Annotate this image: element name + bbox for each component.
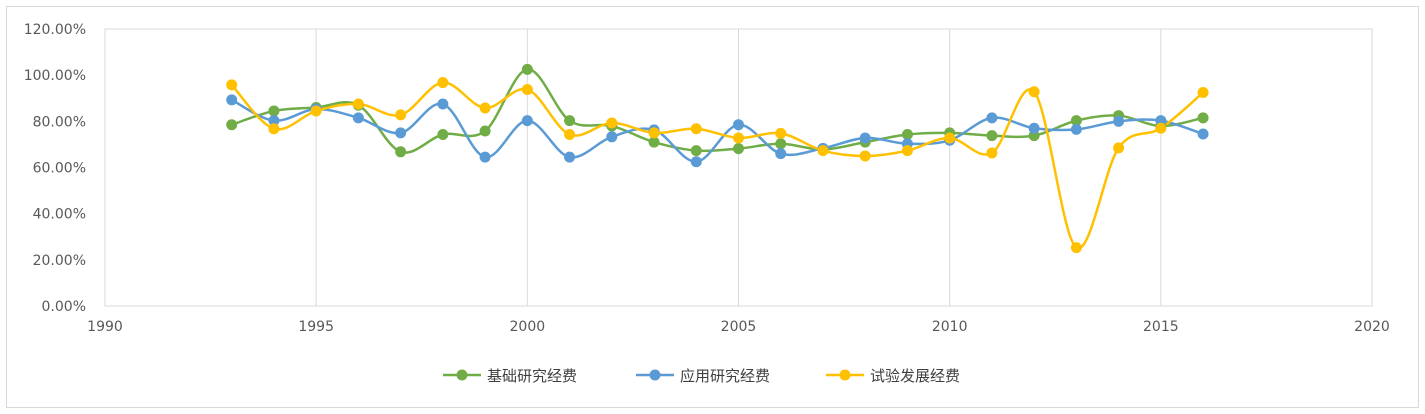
- x-tick-label: 2015: [1143, 319, 1179, 335]
- gridlines: [104, 29, 1373, 306]
- y-tick-label: 40.00%: [33, 207, 86, 223]
- data-point-2-2013: [1070, 242, 1082, 254]
- data-point-2-2015: [1155, 122, 1167, 134]
- legend-item-1: 应用研究经费: [636, 367, 770, 385]
- data-point-2-2004: [690, 123, 702, 135]
- data-point-2-2002: [606, 117, 618, 129]
- data-point-1-2015: [1155, 115, 1167, 127]
- x-tick-label: 1995: [298, 319, 334, 335]
- data-point-1-1997: [395, 127, 407, 139]
- data-point-0-2011: [986, 130, 998, 142]
- series-lines: [230, 68, 1205, 250]
- legend: 基础研究经费 应用研究经费 试验发展经费: [443, 367, 960, 385]
- legend-item-0: 基础研究经费: [443, 367, 577, 385]
- x-axis-ticks: 1990 1995 2000 2005 2010 2015 2020: [87, 319, 1390, 335]
- legend-label: 试验发展经费: [870, 367, 960, 385]
- data-point-1-2004: [690, 156, 702, 168]
- data-point-1-2000: [521, 115, 533, 127]
- chart-frame: [6, 6, 1419, 408]
- data-point-2-2008: [859, 150, 871, 162]
- data-point-1-2014: [1113, 115, 1125, 127]
- data-point-2-1998: [437, 77, 449, 89]
- data-point-0-2016: [1197, 112, 1209, 124]
- series-line-2: [230, 81, 1205, 250]
- x-tick-label: 1990: [87, 319, 123, 335]
- legend-swatch-marker: [456, 369, 468, 381]
- x-tick-label: 2010: [932, 319, 968, 335]
- data-point-0-1999: [479, 125, 491, 137]
- y-tick-label: 100.00%: [24, 68, 86, 84]
- legend-label: 基础研究经费: [487, 367, 577, 385]
- data-point-2-2007: [817, 145, 829, 157]
- legend-swatch-marker: [649, 369, 661, 381]
- data-point-2-2016: [1197, 86, 1209, 98]
- x-tick-label: 2020: [1354, 319, 1390, 335]
- y-axis-ticks: 0.00% 20.00% 40.00% 60.00% 80.00% 100.00% 120.…: [24, 22, 86, 315]
- data-point-0-1998: [437, 128, 449, 140]
- y-tick-label: 0.00%: [42, 299, 86, 315]
- data-point-0-2004: [690, 145, 702, 157]
- data-point-1-2011: [986, 112, 998, 124]
- data-point-2-1999: [479, 102, 491, 114]
- legend-item-2: 试验发展经费: [826, 367, 960, 385]
- data-point-0-2003: [648, 136, 660, 148]
- data-point-2-1996: [352, 98, 364, 110]
- data-point-0-2006: [775, 138, 787, 150]
- y-tick-label: 120.00%: [24, 22, 86, 38]
- data-point-2-2001: [564, 128, 576, 140]
- data-point-1-2006: [775, 148, 787, 160]
- y-tick-label: 60.00%: [33, 161, 86, 177]
- data-point-2-2009: [901, 145, 913, 157]
- y-tick-label: 20.00%: [33, 253, 86, 269]
- data-point-2-1995: [310, 105, 322, 117]
- data-point-2-2014: [1113, 142, 1125, 154]
- data-point-1-1994: [268, 115, 280, 127]
- data-point-1-2001: [564, 151, 576, 163]
- data-point-0-1997: [395, 146, 407, 158]
- data-point-0-1994: [268, 105, 280, 117]
- data-point-1-1998: [437, 98, 449, 110]
- data-point-2-2011: [986, 147, 998, 159]
- data-point-1-2012: [1028, 122, 1040, 134]
- data-point-2-2012: [1028, 86, 1040, 98]
- data-point-0-2001: [564, 115, 576, 127]
- data-point-2-2010: [944, 132, 956, 144]
- x-tick-label: 2005: [721, 319, 757, 335]
- data-point-1-2002: [606, 131, 618, 143]
- y-tick-label: 80.00%: [33, 114, 86, 130]
- data-point-1-1999: [479, 151, 491, 163]
- plot-area: [104, 28, 1373, 307]
- x-tick-label: 2000: [510, 319, 546, 335]
- data-point-2-2003: [648, 127, 660, 139]
- data-point-1-2008: [859, 132, 871, 144]
- data-point-1-2013: [1070, 123, 1082, 135]
- data-point-2-1994: [268, 123, 280, 135]
- data-point-1-2005: [733, 119, 744, 131]
- legend-label: 应用研究经费: [680, 367, 770, 385]
- data-point-2-2005: [733, 132, 744, 144]
- series-points: [226, 63, 1209, 254]
- data-point-0-2009: [901, 128, 913, 140]
- data-point-0-2005: [733, 143, 744, 155]
- data-point-2-1997: [395, 109, 407, 121]
- data-point-2-1993: [226, 79, 238, 91]
- legend-swatch-marker: [839, 369, 851, 381]
- data-point-1-1996: [352, 112, 364, 124]
- data-point-0-1993: [226, 119, 238, 131]
- data-point-1-2016: [1197, 128, 1209, 140]
- data-point-0-2000: [521, 63, 533, 75]
- data-point-1-1993: [226, 94, 238, 106]
- data-point-0-2013: [1070, 115, 1082, 127]
- data-point-2-2006: [775, 127, 787, 139]
- data-point-2-2000: [521, 83, 533, 95]
